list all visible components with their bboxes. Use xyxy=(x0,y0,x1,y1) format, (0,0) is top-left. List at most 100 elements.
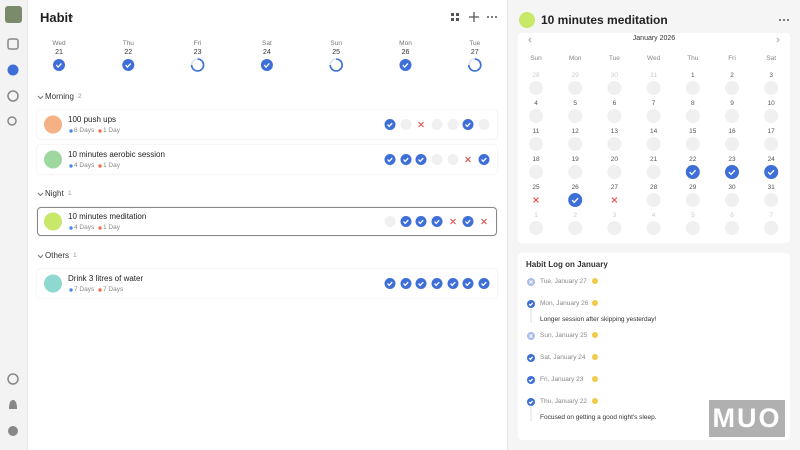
check-circle xyxy=(431,278,443,289)
habit-name: 100 push ups xyxy=(68,115,117,124)
view-icon[interactable] xyxy=(451,13,454,16)
check-circle xyxy=(384,119,396,130)
calendar-weekday: Thu xyxy=(687,55,699,62)
calendar-date: 17 xyxy=(767,128,775,135)
log-note: Focused on getting a good night's sleep. xyxy=(540,414,657,421)
weekday-label: Sat xyxy=(262,40,272,47)
log-date: Sat, January 24 xyxy=(540,354,586,361)
empty-circle xyxy=(685,137,700,151)
calendar-date: 12 xyxy=(571,128,579,135)
title-caret xyxy=(68,15,74,19)
focus-icon[interactable] xyxy=(7,90,19,102)
check-circle xyxy=(764,165,779,179)
add-icon[interactable] xyxy=(469,12,479,22)
check-circle xyxy=(478,154,490,165)
empty-circle xyxy=(646,137,661,151)
calendar-date: 25 xyxy=(532,184,540,191)
empty-circle xyxy=(431,154,443,165)
habit-total: 4 Days xyxy=(74,162,95,169)
notification-icon[interactable] xyxy=(9,400,17,409)
missed-mark xyxy=(450,218,456,225)
empty-circle xyxy=(646,193,661,207)
empty-circle xyxy=(529,137,543,151)
total-icon xyxy=(69,129,73,133)
empty-circle xyxy=(685,221,700,235)
calendar-date: 3 xyxy=(769,72,773,79)
check-circle xyxy=(462,278,474,289)
check-circle xyxy=(478,278,490,289)
calendar-date: 19 xyxy=(571,156,579,163)
calendar-date: 14 xyxy=(649,128,658,135)
calendar-date: 5 xyxy=(573,100,577,107)
empty-circle xyxy=(607,221,622,235)
avatar[interactable] xyxy=(5,6,22,23)
calendar-date: 10 xyxy=(767,100,775,107)
sync-icon[interactable] xyxy=(7,373,19,385)
group-name: Morning xyxy=(45,92,74,101)
empty-circle xyxy=(764,109,779,123)
habit-streak: 7 Days xyxy=(103,286,124,293)
check-circle xyxy=(462,216,474,227)
calendar-date: 13 xyxy=(610,128,618,135)
watermark-box xyxy=(709,400,785,437)
calendar-date: 11 xyxy=(532,128,540,135)
habit-icon xyxy=(44,115,62,134)
weekday-date: 25 xyxy=(332,49,341,56)
empty-circle xyxy=(607,137,622,151)
calendar-date: 5 xyxy=(690,212,695,219)
empty-circle xyxy=(529,109,543,123)
streak-icon xyxy=(98,226,102,230)
check-mark xyxy=(465,281,471,287)
check-circle xyxy=(447,278,459,289)
calendar-date: 9 xyxy=(730,100,734,107)
total-icon xyxy=(69,164,73,168)
streak-icon xyxy=(98,288,102,292)
calendar-date: 20 xyxy=(610,156,618,163)
check-mark xyxy=(689,169,697,176)
calendar-date: 1 xyxy=(534,212,538,219)
detail-title: 10 minutes meditation xyxy=(541,13,668,27)
log-date: Sun, January 25 xyxy=(540,332,588,339)
group-name: Night xyxy=(45,189,64,198)
empty-circle xyxy=(568,221,583,235)
calendar-date: 23 xyxy=(728,156,736,163)
empty-circle xyxy=(478,119,490,130)
group-name: Others xyxy=(45,251,70,260)
habit-icon[interactable] xyxy=(7,64,19,76)
page-title: Habit xyxy=(40,10,73,25)
weekday-label: Mon xyxy=(399,40,412,47)
skip-mark xyxy=(529,334,533,338)
weekday-label: Tue xyxy=(469,40,481,47)
mood-icon xyxy=(592,354,598,360)
streak-icon xyxy=(98,164,102,168)
check-mark xyxy=(403,157,409,163)
habit-total: 7 Days xyxy=(74,286,95,293)
check-circle xyxy=(725,165,739,179)
group-count: 1 xyxy=(68,190,72,197)
help-icon[interactable] xyxy=(8,426,18,436)
empty-circle xyxy=(685,193,700,207)
empty-circle xyxy=(764,137,779,151)
empty-circle xyxy=(607,109,622,123)
empty-circle xyxy=(725,81,739,95)
calendar-date: 1 xyxy=(690,72,695,79)
mood-icon xyxy=(592,398,598,404)
empty-circle xyxy=(447,154,459,165)
weekday-label: Sun xyxy=(330,40,342,47)
habit-streak: 1 Day xyxy=(103,224,120,231)
missed-mark xyxy=(465,156,471,163)
check-mark xyxy=(528,356,534,361)
search-icon[interactable] xyxy=(7,116,17,126)
log-title: Habit Log on January xyxy=(526,260,608,269)
task-icon[interactable] xyxy=(7,38,19,50)
watermark: MUO xyxy=(712,403,782,433)
partial-arc xyxy=(329,58,343,72)
empty-circle xyxy=(607,81,622,95)
empty-circle xyxy=(400,119,412,130)
total-icon xyxy=(69,288,73,292)
calendar-date: 8 xyxy=(690,100,695,107)
calendar-date: 15 xyxy=(689,128,697,135)
empty-circle xyxy=(568,165,583,179)
partial-arc xyxy=(190,58,205,72)
habit-name: Drink 3 litres of water xyxy=(68,274,144,283)
